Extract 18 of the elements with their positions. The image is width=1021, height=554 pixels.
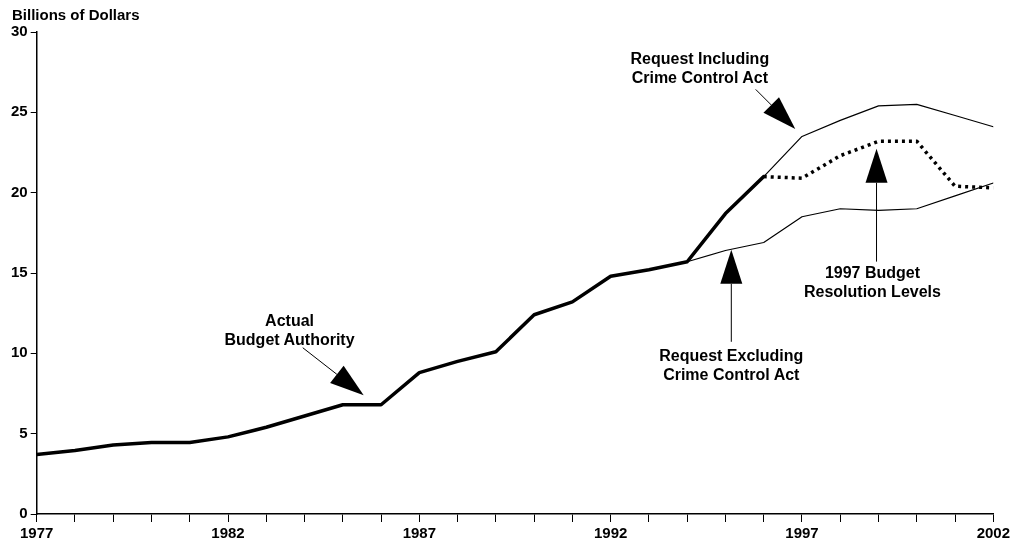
y-tick-label: 5: [19, 423, 28, 441]
y-tick-label: 10: [11, 343, 28, 361]
x-tick-label: 2002: [976, 524, 1010, 542]
y-tick-label: 15: [11, 263, 28, 281]
annotation: Request Including Crime Control Act: [630, 48, 770, 87]
y-tick-label: 25: [11, 102, 28, 120]
annotation: Actual Budget Authority: [224, 310, 355, 349]
x-tick-label: 1992: [593, 524, 628, 542]
x-tick-label: 1987: [402, 524, 437, 542]
y-axis-title: Billions of Dollars: [12, 5, 140, 23]
y-tick-label: 30: [11, 22, 28, 40]
y-tick-label: 20: [11, 182, 28, 200]
x-tick-label: 1997: [785, 524, 819, 542]
x-tick-label: 1982: [211, 524, 245, 542]
annotation: Request Excluding Crime Control Act: [659, 345, 804, 384]
annotation: 1997 Budget Resolution Levels: [803, 263, 941, 302]
y-tick-label: 0: [19, 504, 28, 522]
x-tick-label: 1977: [20, 524, 54, 542]
